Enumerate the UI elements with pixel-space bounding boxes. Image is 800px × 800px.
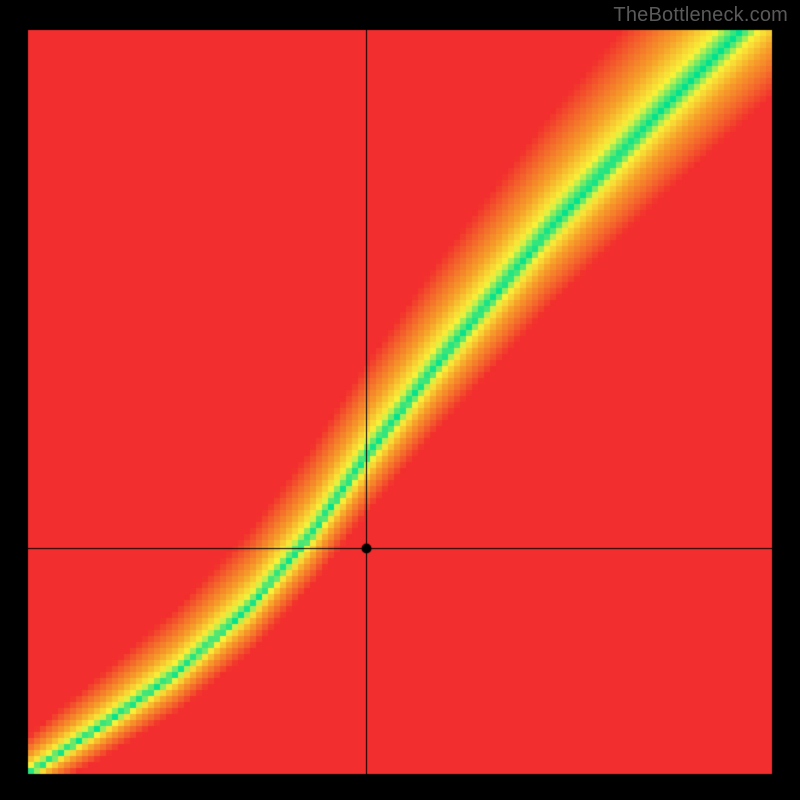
heatmap-canvas [0,0,800,800]
chart-container: TheBottleneck.com [0,0,800,800]
watermark-text: TheBottleneck.com [613,4,788,27]
